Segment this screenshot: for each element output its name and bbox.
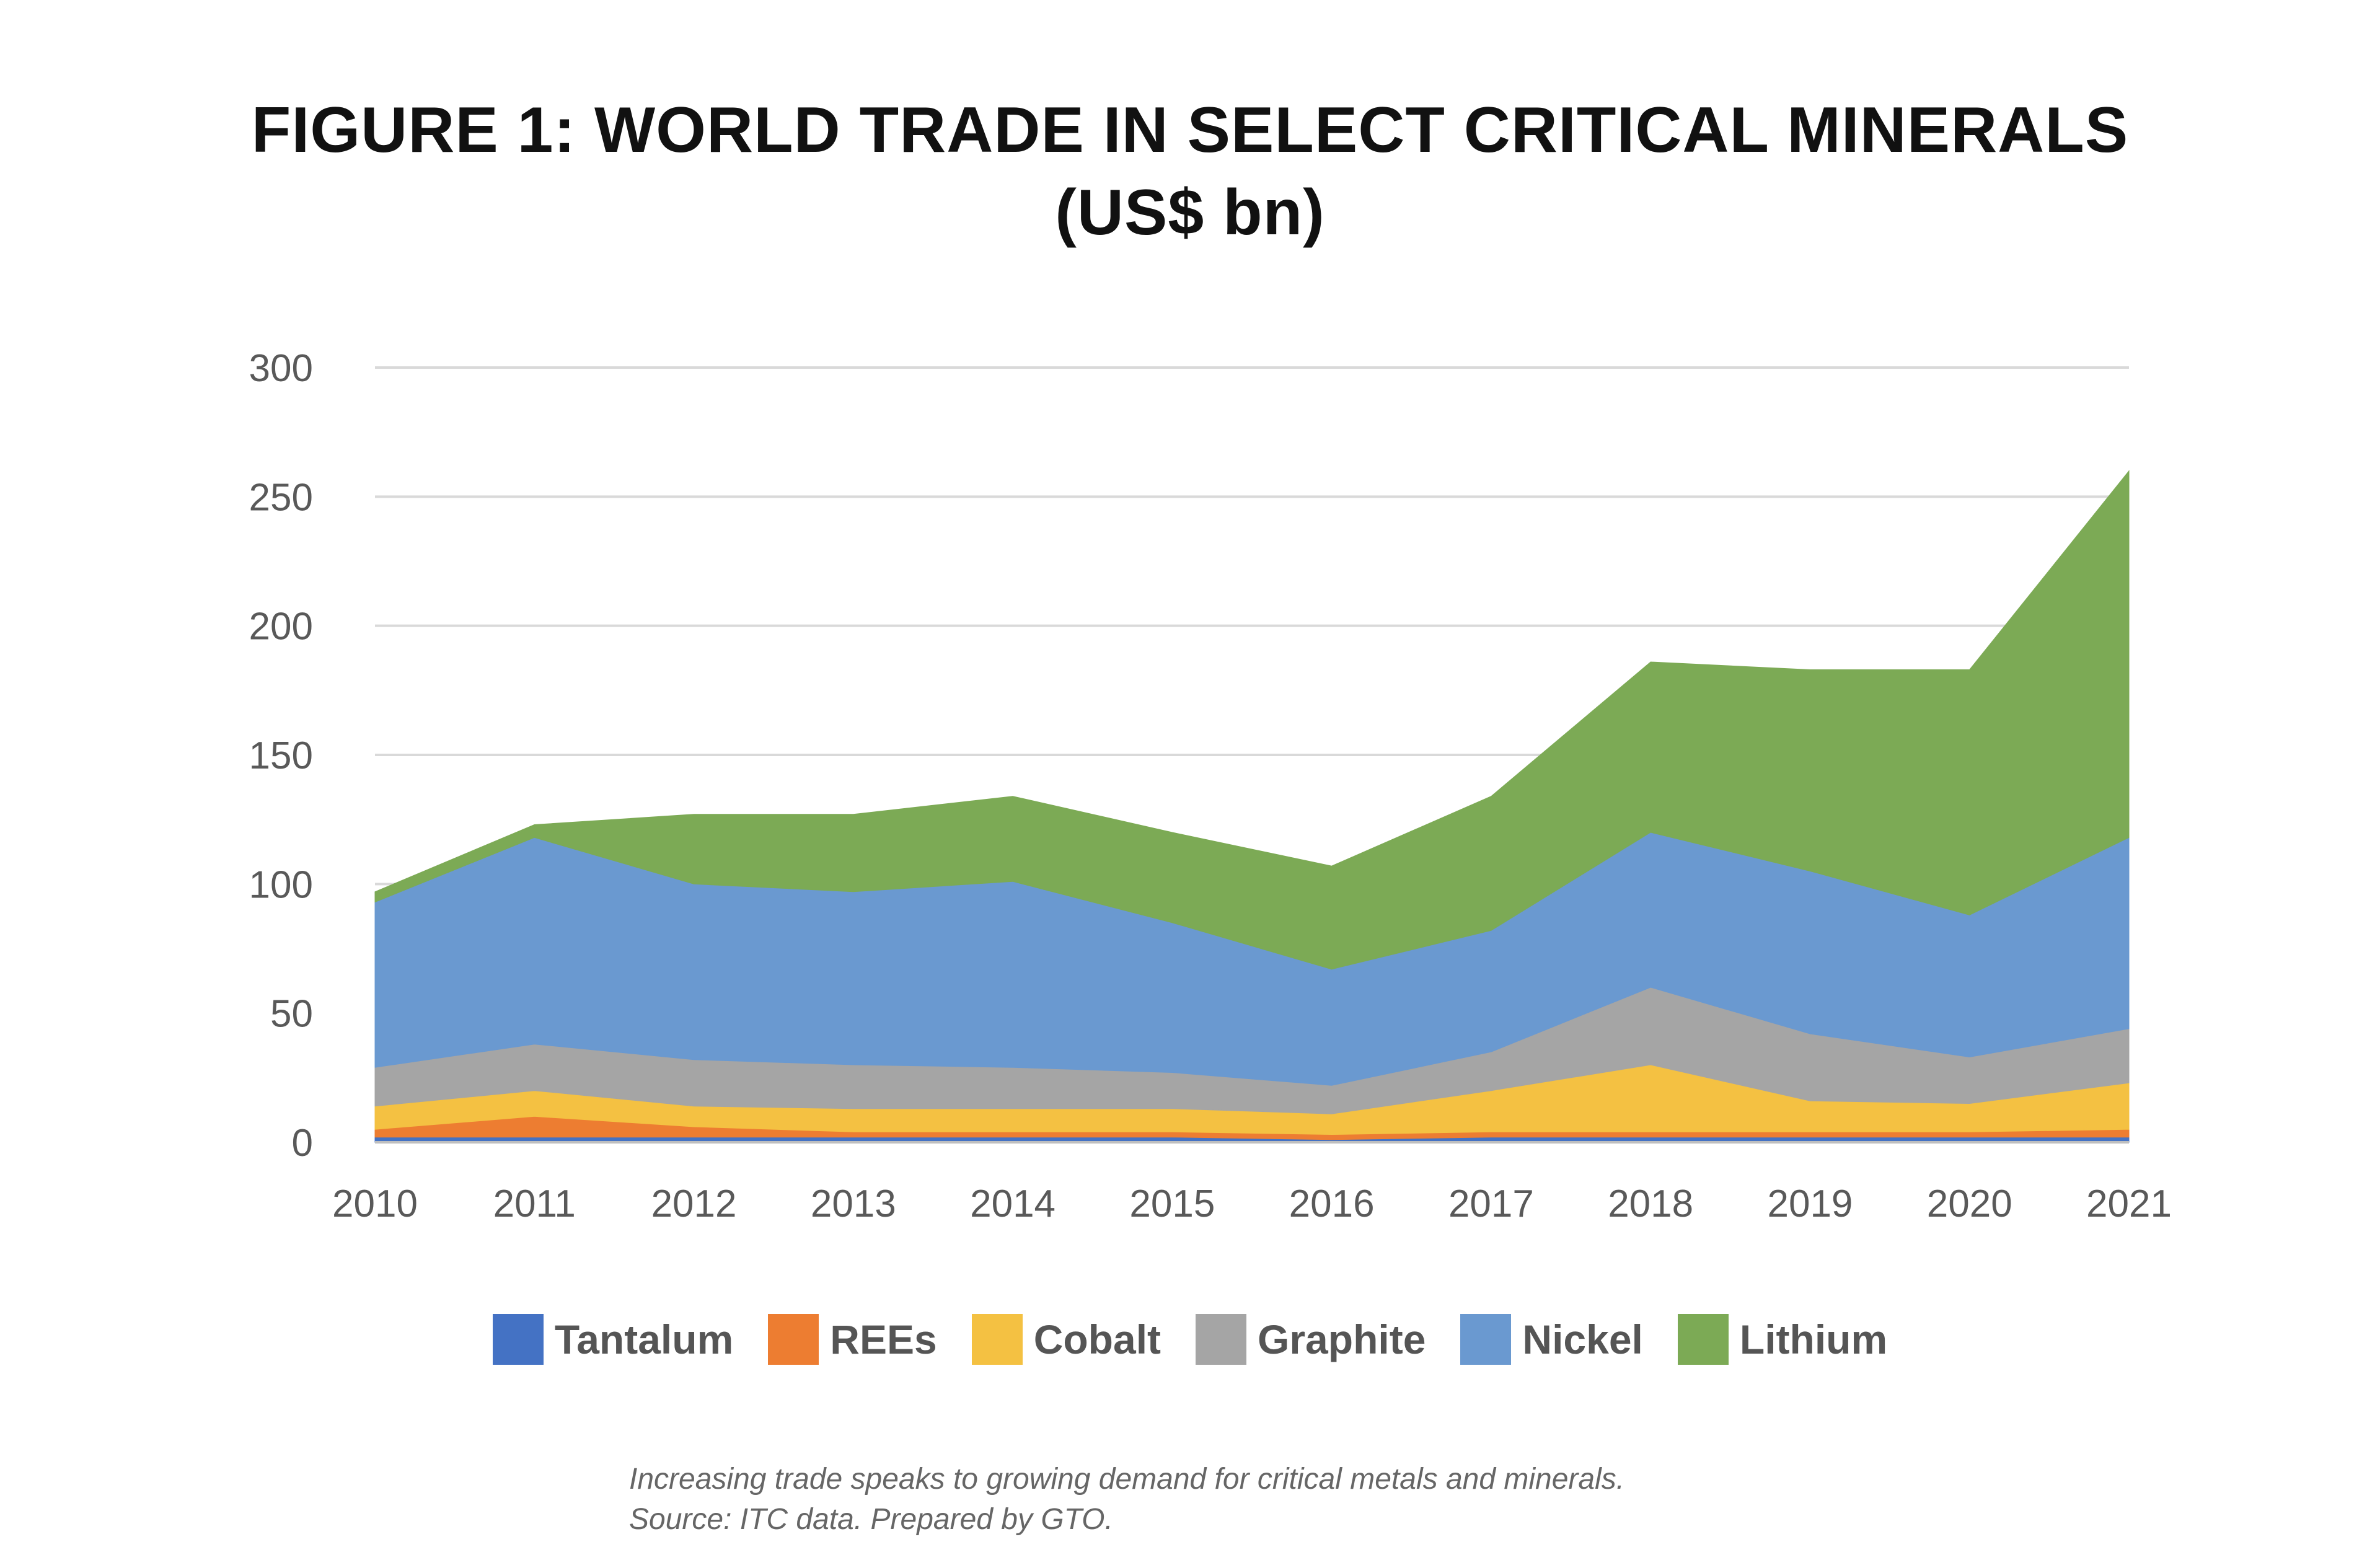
x-tick-label: 2013 (811, 1183, 896, 1225)
x-tick-label: 2015 (1129, 1183, 1215, 1225)
x-tick-label: 2021 (2086, 1183, 2172, 1225)
y-tick-label: 200 (249, 606, 313, 648)
legend-label: Nickel (1522, 1316, 1643, 1362)
legend-swatch (768, 1314, 819, 1365)
x-tick-label: 2014 (970, 1183, 1056, 1225)
x-tick-label: 2012 (651, 1183, 737, 1225)
legend-label: Tantalum (554, 1316, 734, 1362)
chart-title: FIGURE 1: WORLD TRADE IN SELECT CRITICAL… (251, 94, 2129, 166)
legend-item-cobalt: Cobalt (971, 1314, 1161, 1365)
area-series-lithium (374, 470, 2130, 970)
caption-text: Increasing trade speaks to growing deman… (629, 1463, 1625, 1496)
y-tick-label: 0 (292, 1122, 313, 1165)
x-tick-label: 2017 (1448, 1183, 1534, 1225)
legend-label: Graphite (1258, 1316, 1426, 1362)
legend: Tantalum REEs Cobalt Graphite Nickel Lithium (0, 1314, 2380, 1365)
legend-item-lithium: Lithium (1677, 1314, 1888, 1365)
x-tick-label: 2010 (332, 1183, 418, 1225)
y-axis: 0 50 100 150 200 250 300 (249, 347, 313, 1165)
x-tick-label: 2018 (1608, 1183, 1693, 1225)
source-text: Source: ITC data. Prepared by GTO. (629, 1503, 1113, 1536)
y-tick-label: 50 (270, 993, 313, 1036)
x-axis: 2010 2011 2012 2013 2014 2015 2016 2017 2018 2019… (332, 1183, 2172, 1225)
y-tick-label: 300 (249, 347, 313, 390)
legend-swatch (971, 1314, 1023, 1365)
chart-subtitle: (US$ bn) (1055, 177, 1325, 249)
x-tick-label: 2016 (1289, 1183, 1375, 1225)
legend-swatch (492, 1314, 544, 1365)
legend-item-rees: REEs (768, 1314, 937, 1365)
y-tick-label: 150 (249, 734, 313, 777)
legend-swatch (1677, 1314, 1729, 1365)
legend-label: REEs (830, 1316, 937, 1362)
x-tick-label: 2019 (1767, 1183, 1853, 1225)
legend-label: Cobalt (1033, 1316, 1161, 1362)
legend-swatch (1460, 1314, 1512, 1365)
legend-item-nickel: Nickel (1460, 1314, 1643, 1365)
x-tick-label: 2020 (1927, 1183, 2012, 1225)
legend-item-tantalum: Tantalum (492, 1314, 734, 1365)
legend-item-graphite: Graphite (1196, 1314, 1426, 1365)
stacked-areas (374, 470, 2130, 1144)
x-tick-label: 2011 (493, 1183, 576, 1225)
legend-swatch (1196, 1314, 1247, 1365)
y-tick-label: 250 (249, 476, 313, 519)
y-tick-label: 100 (249, 863, 313, 906)
legend-label: Lithium (1739, 1316, 1888, 1362)
